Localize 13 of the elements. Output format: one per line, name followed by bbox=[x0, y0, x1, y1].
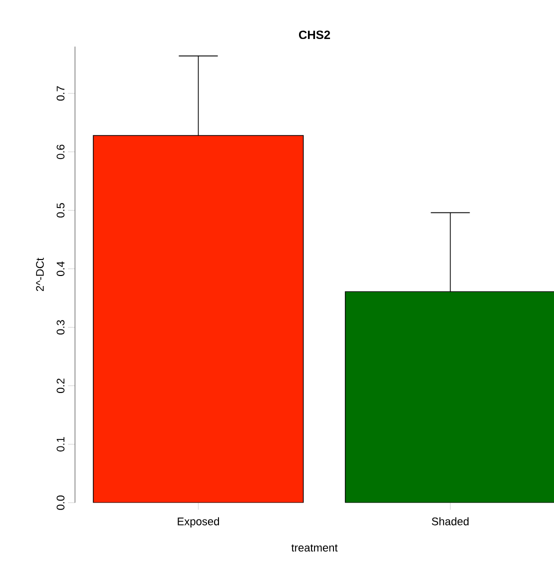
y-tick-label: 0.1 bbox=[56, 437, 64, 452]
chart-title: CHS2 bbox=[298, 30, 330, 40]
y-tick-label: 0.6 bbox=[56, 144, 64, 160]
y-axis-title: 2^-DCt bbox=[36, 258, 44, 292]
y-tick-label: 0.0 bbox=[56, 495, 64, 510]
y-tick-label: 0.5 bbox=[56, 203, 64, 218]
x-axis-title: treatment bbox=[291, 544, 338, 552]
x-tick-label: Shaded bbox=[432, 517, 469, 526]
x-tick-label: Exposed bbox=[178, 517, 219, 528]
y-tick-label: 0.7 bbox=[56, 86, 64, 101]
y-tick-label: 0.4 bbox=[56, 261, 64, 276]
y-tick-label: 0.3 bbox=[56, 320, 64, 334]
y-tick-label: 0.2 bbox=[56, 378, 64, 393]
